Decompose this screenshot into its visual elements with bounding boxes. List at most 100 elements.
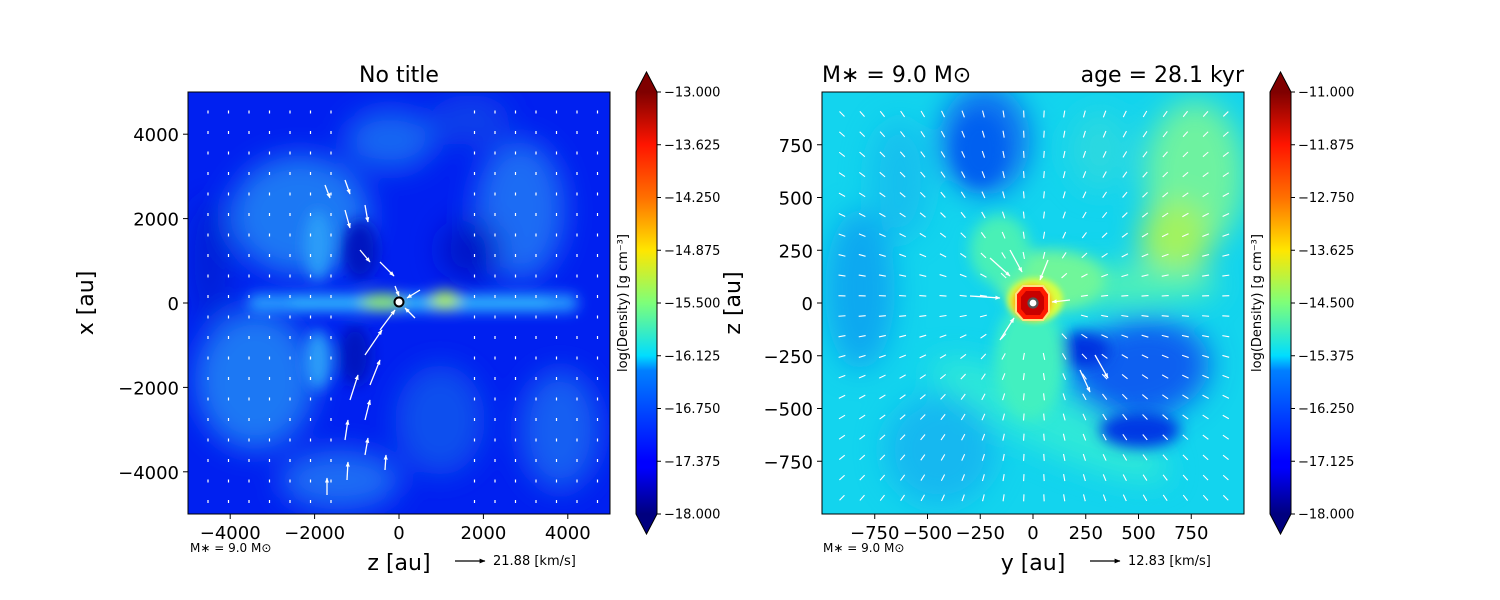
right-footer-mass: M∗ = 9.0 M⊙ xyxy=(823,541,904,555)
velocity-vector xyxy=(1142,191,1148,198)
velocity-vector xyxy=(596,315,599,319)
velocity-vector xyxy=(1142,110,1148,118)
velocity-vector xyxy=(1042,231,1046,239)
velocity-vector xyxy=(1082,191,1087,199)
velocity-vector xyxy=(473,274,476,278)
velocity-vector xyxy=(1002,130,1005,138)
velocity-vector xyxy=(838,192,846,198)
velocity-vector xyxy=(227,274,230,278)
velocity-vector xyxy=(494,295,496,298)
velocity-vector xyxy=(330,233,332,237)
velocity-vector xyxy=(494,213,496,216)
velocity-vector xyxy=(207,233,209,237)
velocity-vector xyxy=(920,171,926,178)
velocity-vector xyxy=(596,151,599,155)
velocity-vector xyxy=(514,233,517,237)
colorbar-tick-label: −15.375 xyxy=(1298,349,1354,364)
velocity-vector xyxy=(960,232,967,239)
velocity-vector xyxy=(920,110,926,118)
velocity-vector xyxy=(555,315,558,319)
velocity-vector xyxy=(981,393,986,401)
velocity-vector xyxy=(1081,252,1088,259)
velocity-vector xyxy=(473,336,476,339)
velocity-vector xyxy=(980,333,987,339)
velocity-vector xyxy=(268,192,271,196)
velocity-vector xyxy=(919,414,926,420)
velocity-vector xyxy=(330,172,332,175)
velocity-vector xyxy=(1063,494,1066,502)
velocity-vector xyxy=(494,459,496,462)
velocity-vector xyxy=(309,274,312,278)
velocity-vector xyxy=(940,212,946,218)
velocity-vector xyxy=(576,315,578,319)
velocity-vector xyxy=(1162,192,1169,198)
velocity-vector xyxy=(1082,413,1087,421)
velocity-vector xyxy=(268,438,271,442)
velocity-vector xyxy=(576,213,578,216)
velocity-vector xyxy=(1082,453,1087,461)
y-tick-label: 4000 xyxy=(133,125,179,146)
velocity-vector xyxy=(248,459,250,462)
velocity-vector xyxy=(555,274,558,278)
velocity-vector xyxy=(1101,373,1108,380)
velocity-vector xyxy=(473,213,476,216)
velocity-vector xyxy=(555,479,558,483)
velocity-vector xyxy=(1042,251,1046,259)
velocity-vector xyxy=(1141,253,1149,258)
velocity-vector xyxy=(1161,374,1169,379)
velocity-vector xyxy=(1043,150,1045,158)
velocity-vector xyxy=(919,253,927,258)
velocity-vector xyxy=(1162,171,1169,178)
velocity-vector xyxy=(289,397,291,401)
velocity-vector xyxy=(514,172,517,175)
velocity-vector xyxy=(289,479,291,483)
velocity-vector xyxy=(514,356,517,360)
velocity-vector xyxy=(514,500,517,503)
velocity-vector xyxy=(494,315,496,319)
velocity-vector xyxy=(289,315,291,319)
velocity-vector xyxy=(1222,254,1230,257)
velocity-vector xyxy=(596,336,599,339)
velocity-vector xyxy=(1080,294,1088,297)
velocity-vector xyxy=(961,150,966,158)
velocity-vector xyxy=(268,356,271,360)
velocity-vector xyxy=(959,294,967,297)
velocity-vector xyxy=(1122,494,1127,502)
velocity-vector xyxy=(473,356,476,360)
velocity-vector xyxy=(858,414,866,420)
velocity-vector xyxy=(555,254,558,257)
velocity-vector xyxy=(1202,253,1210,257)
velocity-vector xyxy=(961,474,966,482)
velocity-vector xyxy=(207,479,209,483)
velocity-vector xyxy=(1202,274,1210,277)
velocity-vector xyxy=(514,459,517,462)
velocity-vector xyxy=(309,397,312,401)
velocity-vector xyxy=(1062,191,1066,199)
velocity-vector xyxy=(576,479,578,483)
velocity-vector xyxy=(940,130,946,138)
velocity-vector xyxy=(838,274,846,277)
velocity-vector xyxy=(900,474,906,481)
velocity-vector xyxy=(1062,413,1066,421)
velocity-vector xyxy=(289,336,291,339)
velocity-vector xyxy=(227,459,230,462)
velocity-vector xyxy=(1002,171,1005,179)
velocity-vector xyxy=(879,414,886,420)
velocity-vector xyxy=(1162,151,1168,158)
velocity-vector xyxy=(207,356,209,360)
colorbar-tick-label: −14.500 xyxy=(1298,297,1354,312)
velocity-vector xyxy=(289,192,291,196)
velocity-vector xyxy=(494,151,496,155)
left-y-axis-label: x [au] xyxy=(74,271,99,336)
velocity-vector xyxy=(555,397,558,401)
velocity-vector xyxy=(919,232,927,238)
velocity-vector xyxy=(268,500,271,503)
velocity-vector xyxy=(596,438,599,442)
velocity-vector xyxy=(1121,253,1129,258)
right-ticks: −750 −500 −250 0 250 500 750−750−500−250025050… xyxy=(764,136,1209,544)
velocity-vector xyxy=(1081,353,1088,360)
velocity-vector xyxy=(207,459,209,462)
velocity-vector xyxy=(1043,171,1045,179)
velocity-vector xyxy=(838,354,846,358)
velocity-vector xyxy=(576,336,578,339)
